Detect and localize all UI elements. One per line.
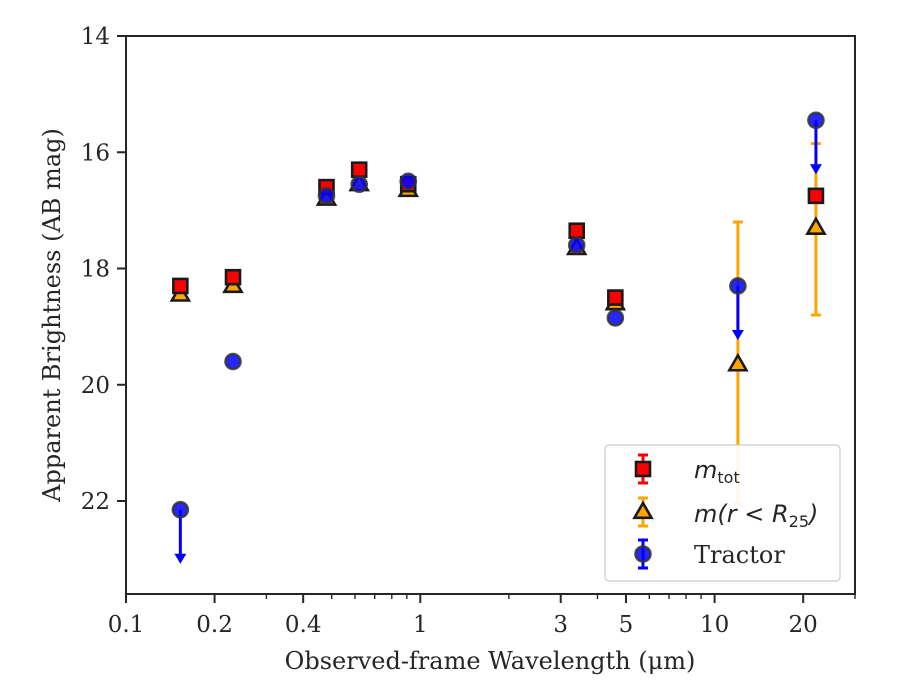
x-tick-label: 0.2 xyxy=(196,612,233,638)
data-markers xyxy=(169,111,827,519)
legend-marker-circle xyxy=(634,545,652,563)
marker-circle xyxy=(399,172,418,191)
legend-label-tractor: Tractor xyxy=(694,541,785,569)
x-tick-label: 5 xyxy=(619,612,634,638)
legend-label-mtot: mtot xyxy=(694,456,740,487)
marker-circle xyxy=(171,500,190,519)
tick-marks xyxy=(117,35,856,603)
y-tick-label: 20 xyxy=(81,373,110,399)
plot-frame xyxy=(125,35,856,595)
y-tick-label: 22 xyxy=(81,489,110,515)
marker-square xyxy=(172,277,189,295)
marker-square xyxy=(807,187,825,205)
x-tick-label: 3 xyxy=(553,612,568,638)
x-tick-label: 10 xyxy=(700,612,729,638)
marker-circle xyxy=(807,111,825,130)
axes: 0.1 0.2 0.4 1 3 5 10 20 14 16 18 20 22 xyxy=(81,24,818,638)
y-axis-label: Apparent Brightness (AB mag) xyxy=(38,128,66,503)
marker-triangle xyxy=(727,352,749,372)
marker-circle xyxy=(317,187,336,205)
upper-limit-arrowhead xyxy=(809,164,822,175)
x-tick-label: 20 xyxy=(789,612,818,638)
legend: mtot m(r < R25) Tractor xyxy=(604,444,841,582)
legend-marker-square xyxy=(634,460,652,478)
x-tick-label: 0.4 xyxy=(285,612,322,638)
marker-square xyxy=(350,161,368,178)
marker-square xyxy=(568,222,586,240)
upper-limit-arrowhead xyxy=(731,329,744,340)
marker-square xyxy=(224,268,242,286)
marker-circle xyxy=(729,277,747,295)
y-tick-label: 14 xyxy=(81,24,110,50)
marker-circle xyxy=(350,175,368,194)
x-axis-label: Observed-frame Wavelength (μm) xyxy=(285,647,696,675)
marker-triangle xyxy=(805,216,827,235)
legend-marker-triangle xyxy=(632,500,654,520)
x-tick-label: 1 xyxy=(413,612,428,638)
marker-circle xyxy=(606,309,625,327)
legend-handles xyxy=(632,453,654,570)
marker-circle xyxy=(224,352,242,371)
y-tick-label: 18 xyxy=(81,257,110,283)
marker-circle xyxy=(567,236,586,255)
marker-square xyxy=(607,289,624,306)
x-tick-label: 0.1 xyxy=(108,612,145,638)
legend-frame xyxy=(604,444,841,582)
legend-label-m-r25: m(r < R25) xyxy=(694,500,818,531)
y-tick-label: 16 xyxy=(81,140,110,166)
upper-limit-arrowhead xyxy=(174,553,187,564)
